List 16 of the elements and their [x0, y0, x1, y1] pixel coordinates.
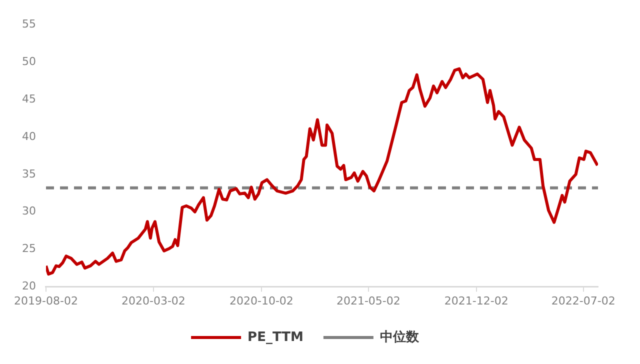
x-tick-label: 2020-03-02 — [122, 294, 186, 308]
y-tick-label: 25 — [22, 242, 36, 256]
y-tick-label: 40 — [22, 130, 36, 143]
y-tick-label: 30 — [22, 204, 36, 218]
x-tick-label: 2021-05-02 — [336, 294, 400, 308]
x-tick-label: 2022-07-02 — [551, 294, 616, 308]
legend-label: 中位数 — [380, 330, 420, 345]
y-tick-label: 50 — [22, 54, 36, 68]
y-tick-label: 35 — [22, 167, 36, 180]
y-tick-label: 55 — [22, 17, 36, 30]
x-tick-label: 2021-12-02 — [444, 294, 508, 308]
x-tick-label: 2020-10-02 — [229, 294, 294, 308]
y-tick-label: 20 — [22, 280, 36, 293]
legend-label: PE_TTM — [248, 330, 304, 345]
x-tick-label: 2019-08-02 — [14, 294, 78, 308]
y-tick-label: 45 — [22, 92, 36, 106]
